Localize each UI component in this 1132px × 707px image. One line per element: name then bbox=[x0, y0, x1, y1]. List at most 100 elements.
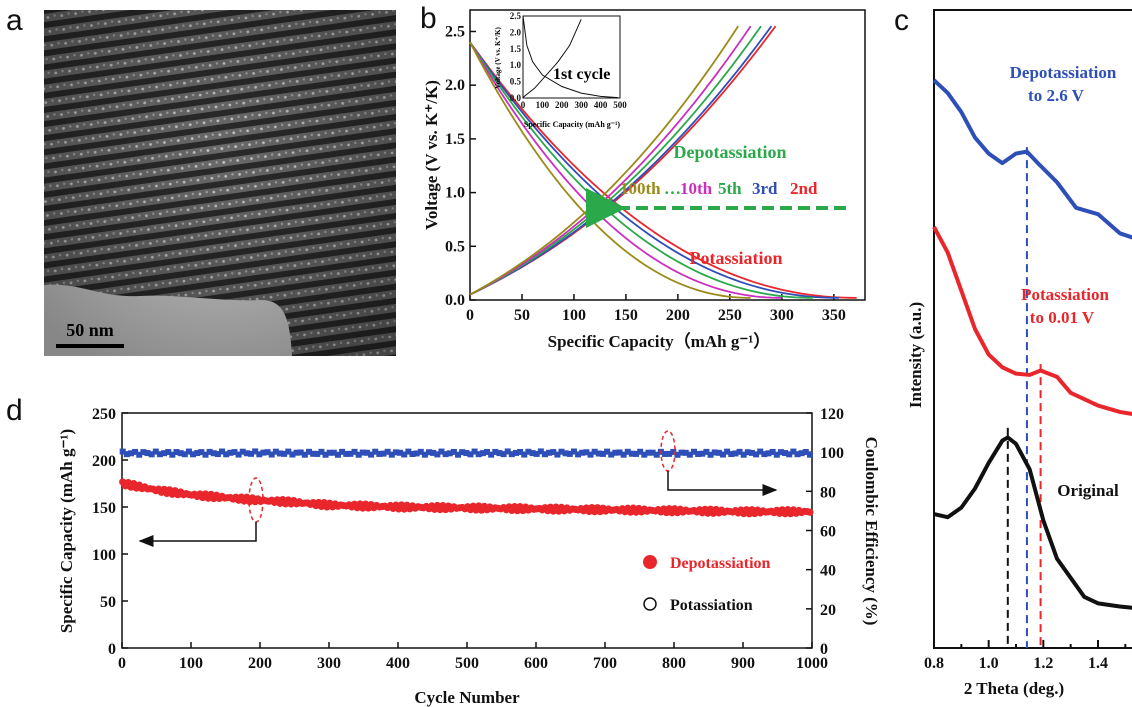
ce-point bbox=[330, 449, 337, 456]
ce-point bbox=[773, 451, 780, 458]
ce-point bbox=[219, 448, 226, 455]
ce-point bbox=[227, 449, 234, 456]
scale-bar-label: 50 nm bbox=[66, 320, 114, 340]
d-y2tick-label: 80 bbox=[820, 484, 836, 501]
ce-point bbox=[305, 448, 312, 455]
ce-point bbox=[397, 449, 404, 456]
capacity-point bbox=[806, 508, 814, 516]
ce-point bbox=[169, 451, 176, 458]
ce-point bbox=[376, 450, 383, 457]
ce-point bbox=[264, 449, 271, 456]
ce-point bbox=[351, 448, 358, 455]
ce-point bbox=[769, 448, 776, 455]
ce-point bbox=[479, 450, 486, 457]
ce-point bbox=[380, 450, 387, 457]
d-y2tick-label: 100 bbox=[820, 445, 844, 462]
ce-point bbox=[347, 450, 354, 457]
b-xtick-label: 250 bbox=[718, 307, 742, 324]
ce-point bbox=[666, 450, 673, 457]
ce-point bbox=[177, 450, 184, 457]
d-ytick-label: 200 bbox=[92, 453, 116, 470]
ce-point bbox=[144, 450, 151, 457]
ce-point bbox=[339, 448, 346, 455]
b-xtick-label: 350 bbox=[822, 307, 846, 324]
d-xtick-label: 0 bbox=[118, 655, 126, 672]
ce-point bbox=[235, 451, 242, 458]
ce-point bbox=[504, 448, 511, 455]
ce-point bbox=[579, 449, 586, 456]
d-xtick-label: 900 bbox=[731, 655, 755, 672]
b-discharge-curve-2nd bbox=[469, 41, 857, 299]
b-ytick-label: 1.5 bbox=[445, 131, 465, 148]
panel-label-d: d bbox=[6, 394, 23, 427]
inset-ytick-label: 1.0 bbox=[510, 60, 522, 70]
ce-point bbox=[732, 450, 739, 457]
ce-point bbox=[289, 451, 296, 458]
ce-point bbox=[256, 451, 263, 458]
ce-point bbox=[417, 448, 424, 455]
tem-image: 50 nm bbox=[44, 10, 396, 356]
b-ytick-label: 0.5 bbox=[445, 238, 465, 255]
d-ytick-label: 0 bbox=[108, 641, 116, 658]
ce-point bbox=[695, 451, 702, 458]
ce-point bbox=[719, 451, 726, 458]
ce-point bbox=[691, 448, 698, 455]
cycle-label-group: 100th … 10th 5th 3rd 2nd bbox=[620, 179, 818, 198]
ce-point bbox=[248, 450, 255, 457]
ce-point bbox=[161, 450, 168, 457]
panel-c-chart: 0.8 1.0 1.2 1.4 2 Theta (deg.) Intensity (a… bbox=[906, 9, 1132, 698]
d-xtick-label: 300 bbox=[317, 655, 341, 672]
d-y2tick-label: 40 bbox=[820, 563, 836, 580]
ce-point bbox=[413, 450, 420, 457]
ce-point bbox=[612, 449, 619, 456]
ce-point bbox=[152, 448, 159, 455]
ce-point bbox=[686, 451, 693, 458]
ce-point bbox=[401, 451, 408, 458]
ce-point bbox=[450, 448, 457, 455]
cycle-label-ellipsis: … bbox=[664, 179, 681, 198]
ce-point bbox=[314, 450, 321, 457]
cycle-label-100th: 100th bbox=[620, 179, 661, 198]
ce-point bbox=[343, 450, 350, 457]
ce-point bbox=[678, 449, 685, 456]
ce-point bbox=[409, 451, 416, 458]
ce-point bbox=[243, 450, 250, 457]
panel-b-inset: 0 100 200 300 400 500 0.0 0.5 1.0 1.5 2.0 2.5 Speci… bbox=[494, 11, 627, 129]
panel-c-ylabel: Intensity (a.u.) bbox=[906, 302, 925, 408]
b-ytick-label: 2.0 bbox=[445, 77, 465, 94]
d-ytick-label: 100 bbox=[92, 547, 116, 564]
ce-point bbox=[595, 450, 602, 457]
b-xtick-label: 300 bbox=[770, 307, 794, 324]
ce-point bbox=[488, 451, 495, 458]
legend-marker-depotassiation bbox=[643, 555, 657, 569]
d-y2tick-label: 0 bbox=[820, 641, 828, 658]
c-curve-potassiation bbox=[932, 225, 1132, 416]
ce-point bbox=[662, 450, 669, 457]
b-xtick-label: 200 bbox=[666, 307, 690, 324]
c-xtick-label: 1.2 bbox=[1033, 655, 1053, 672]
panel-b-frame bbox=[469, 9, 866, 301]
ce-point bbox=[682, 449, 689, 456]
d-xtick-label: 1000 bbox=[796, 655, 828, 672]
ce-point bbox=[467, 451, 474, 458]
ce-point bbox=[239, 448, 246, 455]
ce-point bbox=[260, 449, 267, 456]
ce-point bbox=[608, 451, 615, 458]
inset-cycle-label: 1st cycle bbox=[553, 66, 610, 83]
ce-point bbox=[517, 448, 524, 455]
inset-xtick-label: 500 bbox=[613, 100, 627, 110]
d-xtick-label: 800 bbox=[662, 655, 686, 672]
ce-point bbox=[500, 451, 507, 458]
inset-xtick-label: 200 bbox=[555, 100, 569, 110]
ce-point bbox=[446, 450, 453, 457]
d-y2tick-label: 20 bbox=[820, 602, 836, 619]
ce-point bbox=[442, 451, 449, 458]
panel-b-chart: 0 50 100 150 200 250 300 3500.00.51.01.52.02.5 … bbox=[422, 9, 866, 351]
ce-point bbox=[674, 451, 681, 458]
b-ytick-label: 2.5 bbox=[445, 23, 465, 40]
ce-point bbox=[566, 450, 573, 457]
ce-point bbox=[421, 451, 428, 458]
ce-point bbox=[388, 451, 395, 458]
ce-point bbox=[132, 448, 139, 455]
b-xtick-label: 50 bbox=[514, 307, 530, 324]
